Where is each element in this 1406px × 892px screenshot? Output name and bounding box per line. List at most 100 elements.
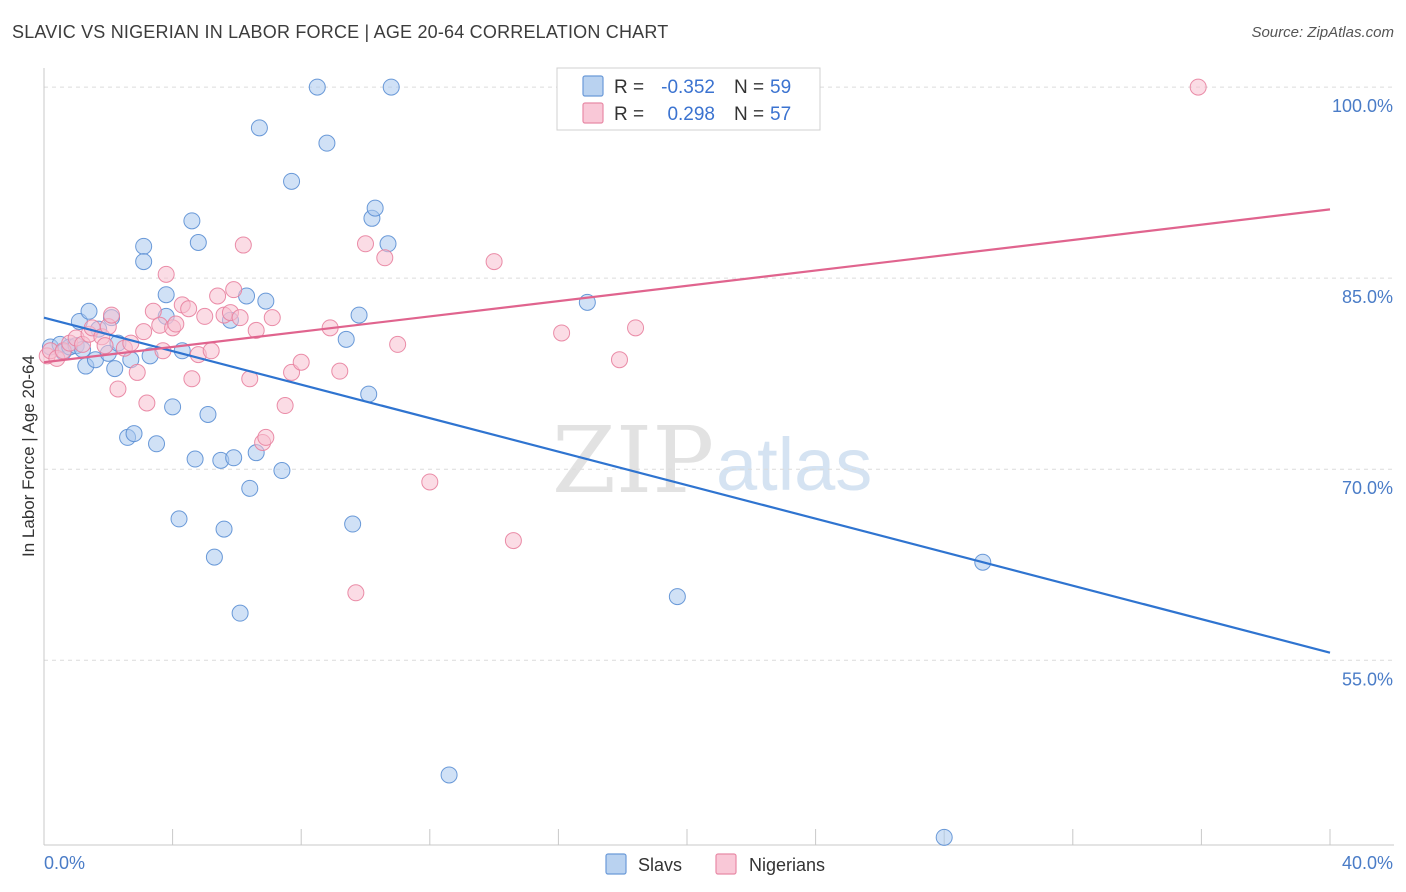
point-nigerians [331,362,349,380]
point-slavs [250,119,268,137]
point-nigerians [610,351,628,369]
legend-n-label-slavs: N = [734,77,764,98]
point-slavs [199,405,217,423]
point-slavs [225,449,243,467]
source-label: Source: ZipAtlas.com [1251,24,1394,41]
point-slavs [366,199,384,217]
point-slavs [241,479,259,497]
y-axis-label: In Labor Force | Age 20-64 [19,355,38,557]
point-slavs [170,510,188,528]
point-nigerians [167,315,185,333]
axes [43,68,1394,846]
point-slavs [148,435,166,453]
chart-title: SLAVIC VS NIGERIAN IN LABOR FORCE | AGE … [12,22,669,42]
legend-r-value-nigerians: 0.298 [662,104,715,125]
y-tick-label: 70.0% [1342,478,1393,498]
y-tick-label: 85.0% [1342,287,1393,307]
trend-line-slavs [43,316,1331,654]
point-slavs [186,450,204,468]
point-slavs [231,604,249,622]
point-slavs [135,237,153,255]
point-nigerians [135,323,153,341]
point-slavs [189,234,207,252]
bottom-legend-swatch-nigerians [715,853,737,875]
point-slavs [350,306,368,324]
point-nigerians [485,253,503,271]
point-nigerians [103,306,121,324]
point-slavs [273,462,291,480]
point-nigerians [292,353,310,371]
point-slavs [308,78,326,96]
bottom-legend-label-slavs: Slavs [638,855,682,875]
legend-n-value-slavs: 59 [770,77,791,98]
point-nigerians [1189,78,1207,96]
point-nigerians [357,235,374,253]
legend-swatch-slavs [582,75,604,97]
point-slavs [125,425,143,443]
point-nigerians [96,337,114,355]
watermark-atlas: atlas [716,423,872,506]
legend-r-label-slavs: R = [614,77,644,98]
point-nigerians [128,363,146,381]
point-nigerians [627,319,645,337]
watermark-zip: ZIP [552,407,714,514]
point-nigerians [138,394,156,412]
point-slavs [337,330,355,348]
bottom-legend-swatch-slavs [605,853,627,875]
x-tick-label: 0.0% [44,853,85,873]
point-nigerians [247,321,265,339]
point-nigerians [257,428,275,446]
point-nigerians [553,324,571,342]
point-nigerians [231,309,249,327]
point-nigerians [122,334,140,352]
legend-n-label-nigerians: N = [734,104,764,125]
point-slavs [135,253,153,271]
bottom-legend-label-nigerians: Nigerians [749,855,825,875]
point-nigerians [180,300,198,318]
correlation-legend: R = -0.352 N = 59 R = 0.298 N = 57 [556,67,821,131]
point-nigerians [202,342,220,360]
watermark: ZIP atlas [552,407,872,514]
y-tick-labels: 55.0% 70.0% 85.0% 100.0% [1332,96,1393,689]
point-slavs [80,302,98,320]
point-nigerians [144,302,162,320]
point-nigerians [263,309,281,327]
point-slavs [205,548,223,566]
point-slavs [283,172,301,190]
point-nigerians [389,335,407,353]
point-nigerians [347,584,365,602]
scatter-points [38,78,1207,846]
legend-n-value-nigerians: 57 [770,104,791,125]
point-nigerians [234,236,252,254]
point-nigerians [157,265,175,283]
point-slavs [935,828,953,846]
point-nigerians [376,249,394,267]
legend-r-value-slavs: -0.352 [661,77,715,98]
point-slavs [215,520,233,538]
point-nigerians [504,532,522,550]
y-tick-label: 100.0% [1332,96,1393,116]
point-slavs [257,292,275,310]
legend-swatch-nigerians [582,102,604,124]
point-slavs [440,766,458,784]
point-nigerians [209,287,227,305]
series-legend: Slavs Nigerians [605,853,825,875]
point-nigerians [109,380,127,398]
point-nigerians [276,397,294,415]
trend-lines [43,208,1331,654]
point-slavs [183,212,201,230]
point-slavs [318,134,336,152]
point-slavs [164,398,182,416]
point-nigerians [421,473,439,491]
x-tick-labels: 0.0% 40.0% [44,853,1393,873]
point-slavs [668,588,686,606]
point-nigerians [225,281,243,299]
point-slavs [379,235,397,253]
y-tick-label: 55.0% [1342,669,1393,689]
point-slavs [344,515,362,533]
x-tick-label: 40.0% [1342,853,1393,873]
point-slavs [382,78,400,96]
point-nigerians [183,370,201,388]
point-nigerians [196,307,214,325]
